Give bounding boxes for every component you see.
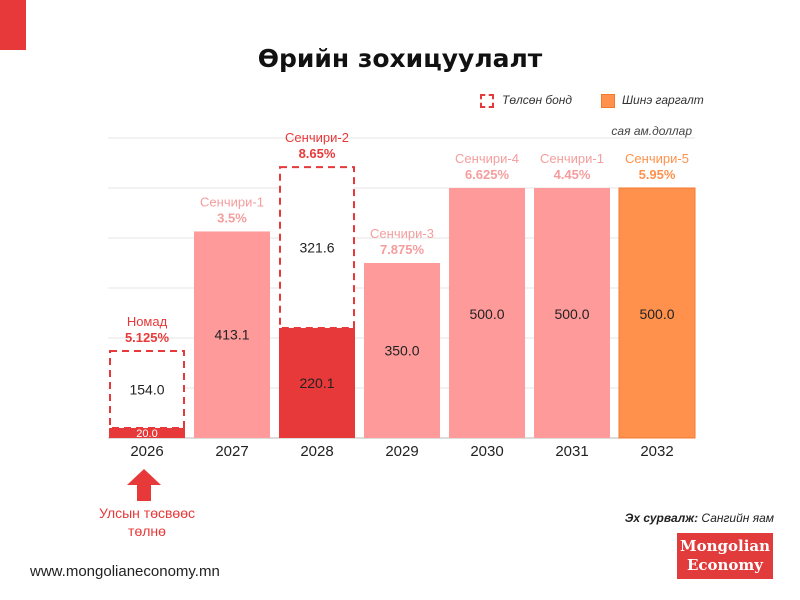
legend-new-label: Шинэ гаргалт bbox=[622, 93, 704, 107]
source-value: Сангийн яам bbox=[701, 511, 774, 525]
website-link[interactable]: www.mongolianeconomy.mn bbox=[30, 563, 220, 580]
bond-name-2027: Сенчири-1 bbox=[200, 194, 264, 209]
bond-rate-2027: 3.5% bbox=[217, 210, 247, 225]
bond-rate-2031: 4.45% bbox=[554, 167, 591, 182]
value-label-repaid-2028: 321.6 bbox=[299, 240, 334, 256]
bar-new-2029 bbox=[364, 263, 440, 438]
bar-budget-2026 bbox=[109, 428, 185, 438]
value-label-budget-2026: 20.0 bbox=[136, 428, 157, 440]
year-tick-2031: 2031 bbox=[555, 443, 588, 460]
year-tick-2027: 2027 bbox=[215, 443, 248, 460]
bond-name-2029: Сенчири-3 bbox=[370, 226, 434, 241]
value-label-new-2030: 500.0 bbox=[469, 306, 504, 322]
year-tick-2029: 2029 bbox=[385, 443, 418, 460]
corner-accent bbox=[0, 0, 26, 50]
year-tick-2032: 2032 bbox=[640, 443, 673, 460]
source-label: Эх сурвалж: bbox=[624, 511, 699, 525]
value-label-new-2029: 350.0 bbox=[384, 343, 419, 359]
bond-name-2028: Сенчири-2 bbox=[285, 130, 349, 145]
bond-name-2030: Сенчири-4 bbox=[455, 151, 519, 166]
logo-line2: Economy bbox=[686, 556, 764, 574]
year-tick-2026: 2026 bbox=[130, 443, 163, 460]
legend-repaid-label: Төлсөн бонд bbox=[502, 93, 573, 107]
bond-name-2026: Номад bbox=[127, 314, 168, 329]
legend-new-swatch bbox=[601, 94, 615, 108]
up-arrow-icon bbox=[127, 469, 161, 501]
source-note: Эх сурвалж: Сангийн яам bbox=[625, 511, 774, 525]
unit-label: сая ам.доллар bbox=[611, 124, 692, 138]
bond-rate-2029: 7.875% bbox=[380, 242, 425, 257]
budget-note-line2: төлнө bbox=[128, 523, 166, 539]
value-label-repaid-2026: 154.0 bbox=[129, 382, 164, 398]
value-label-new-2031: 500.0 bbox=[554, 306, 589, 322]
legend-repaid-swatch bbox=[480, 94, 494, 108]
bond-rate-2028: 8.65% bbox=[299, 146, 336, 161]
value-label-new-2032: 500.0 bbox=[639, 306, 674, 322]
bar-new-2030 bbox=[449, 188, 525, 438]
year-tick-2028: 2028 bbox=[300, 443, 333, 460]
bond-rate-2032: 5.95% bbox=[639, 167, 676, 182]
bond-rate-2030: 6.625% bbox=[465, 167, 510, 182]
chart-title: Өрийн зохицуулалт bbox=[257, 44, 543, 73]
budget-note-line1: Улсын төсвөөс bbox=[98, 505, 196, 521]
logo-line1: Mongolian bbox=[679, 537, 771, 555]
bar-new-2032 bbox=[618, 187, 696, 439]
bond-name-2032: Сенчири-5 bbox=[625, 151, 689, 166]
bar-budget-2028 bbox=[279, 327, 355, 438]
bar-repaid-2026 bbox=[109, 350, 185, 429]
year-tick-2030: 2030 bbox=[470, 443, 503, 460]
mongolian-economy-logo: Mongolian Economy bbox=[677, 533, 773, 579]
value-label-budget-2028: 220.1 bbox=[299, 375, 334, 391]
bond-rate-2026: 5.125% bbox=[125, 330, 170, 345]
bond-name-2031: Сенчири-1 bbox=[540, 151, 604, 166]
bar-new-2027 bbox=[194, 231, 270, 438]
value-label-new-2027: 413.1 bbox=[214, 327, 249, 343]
bar-new-2031 bbox=[534, 188, 610, 438]
budget-note: Улсын төсвөөс төлнө bbox=[80, 504, 214, 540]
bar-repaid-2028 bbox=[279, 166, 355, 329]
